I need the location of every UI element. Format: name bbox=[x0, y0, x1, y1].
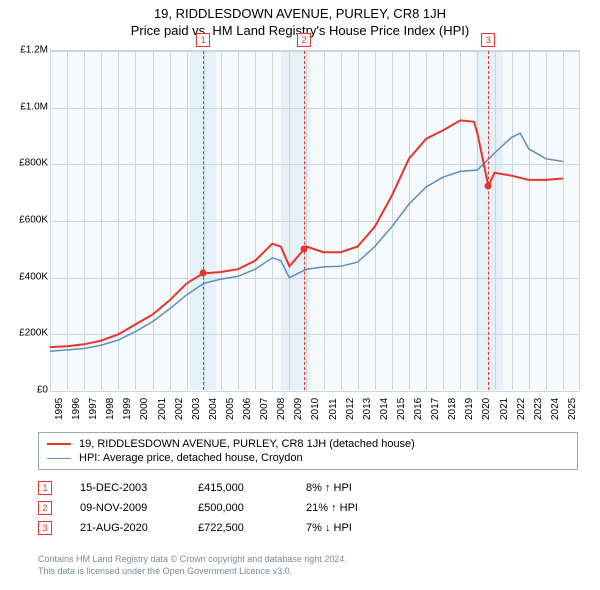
transaction-date: 15-DEC-2003 bbox=[80, 482, 170, 494]
x-axis-label: 2018 bbox=[447, 398, 458, 420]
x-axis-label: 1999 bbox=[122, 398, 133, 420]
table-row: 1 15-DEC-2003 £415,000 8% ↑ HPI bbox=[38, 478, 386, 498]
legend-label: HPI: Average price, detached house, Croy… bbox=[79, 452, 303, 464]
legend: 19, RIDDLESDOWN AVENUE, PURLEY, CR8 1JH … bbox=[38, 432, 578, 470]
x-axis-label: 2023 bbox=[533, 398, 544, 420]
x-axis-label: 2024 bbox=[550, 398, 561, 420]
footer-line: Contains HM Land Registry data © Crown c… bbox=[38, 554, 347, 566]
x-axis-label: 2002 bbox=[174, 398, 185, 420]
x-axis-label: 2021 bbox=[499, 398, 510, 420]
y-axis-label: £0 bbox=[4, 385, 48, 396]
y-axis-label: £200K bbox=[4, 328, 48, 339]
chart-container: 19, RIDDLESDOWN AVENUE, PURLEY, CR8 1JH … bbox=[0, 0, 600, 590]
x-axis-label: 2009 bbox=[293, 398, 304, 420]
x-axis-label: 2003 bbox=[191, 398, 202, 420]
x-axis-label: 1998 bbox=[105, 398, 116, 420]
chart-marker-label: 1 bbox=[196, 33, 210, 47]
x-axis-label: 2020 bbox=[481, 398, 492, 420]
series-line-hpi bbox=[50, 133, 563, 351]
x-axis-label: 2012 bbox=[345, 398, 356, 420]
x-axis-label: 2006 bbox=[242, 398, 253, 420]
legend-swatch bbox=[47, 458, 71, 459]
y-axis-label: £600K bbox=[4, 215, 48, 226]
transaction-price: £415,000 bbox=[198, 482, 278, 494]
transaction-table: 1 15-DEC-2003 £415,000 8% ↑ HPI 2 09-NOV… bbox=[38, 478, 386, 538]
x-axis-label: 2007 bbox=[259, 398, 270, 420]
table-row: 3 21-AUG-2020 £722,500 7% ↓ HPI bbox=[38, 518, 386, 538]
y-axis-label: £1.2M bbox=[4, 45, 48, 56]
chart-plot-area: 123 bbox=[50, 50, 580, 390]
x-axis-label: 2010 bbox=[310, 398, 321, 420]
transaction-date: 21-AUG-2020 bbox=[80, 522, 170, 534]
x-axis-label: 2011 bbox=[328, 398, 339, 420]
transaction-relative: 7% ↓ HPI bbox=[306, 522, 386, 534]
transaction-marker: 3 bbox=[38, 521, 52, 535]
x-axis-label: 1995 bbox=[54, 398, 65, 420]
x-axis-label: 2000 bbox=[139, 398, 150, 420]
transaction-date: 09-NOV-2009 bbox=[80, 502, 170, 514]
chart-marker-label: 2 bbox=[297, 33, 311, 47]
x-axis-label: 2016 bbox=[413, 398, 424, 420]
legend-swatch bbox=[47, 443, 71, 445]
x-axis-label: 2025 bbox=[567, 398, 578, 420]
footer-line: This data is licensed under the Open Gov… bbox=[38, 566, 347, 578]
y-axis-label: £1.0M bbox=[4, 101, 48, 112]
x-axis-label: 2001 bbox=[157, 398, 168, 420]
legend-row: HPI: Average price, detached house, Croy… bbox=[47, 451, 569, 465]
transaction-relative: 21% ↑ HPI bbox=[306, 502, 386, 514]
transaction-marker: 1 bbox=[38, 481, 52, 495]
series-line-property bbox=[50, 120, 563, 347]
legend-label: 19, RIDDLESDOWN AVENUE, PURLEY, CR8 1JH … bbox=[79, 438, 415, 450]
chart-lines-svg bbox=[50, 51, 579, 390]
x-axis-label: 2008 bbox=[276, 398, 287, 420]
transaction-relative: 8% ↑ HPI bbox=[306, 482, 386, 494]
chart-marker-label: 3 bbox=[481, 33, 495, 47]
chart-marker-dot bbox=[301, 246, 308, 253]
legend-row: 19, RIDDLESDOWN AVENUE, PURLEY, CR8 1JH … bbox=[47, 437, 569, 451]
x-axis-label: 2005 bbox=[225, 398, 236, 420]
transaction-marker: 2 bbox=[38, 501, 52, 515]
x-axis-label: 2014 bbox=[379, 398, 390, 420]
footer-attribution: Contains HM Land Registry data © Crown c… bbox=[38, 554, 347, 577]
chart-title: 19, RIDDLESDOWN AVENUE, PURLEY, CR8 1JH bbox=[0, 0, 600, 21]
x-axis-label: 2017 bbox=[430, 398, 441, 420]
x-axis-label: 2022 bbox=[516, 398, 527, 420]
x-axis-label: 2015 bbox=[396, 398, 407, 420]
chart-marker-dot bbox=[485, 183, 492, 190]
chart-marker-dot bbox=[200, 270, 207, 277]
x-axis-label: 2004 bbox=[208, 398, 219, 420]
x-axis-label: 1997 bbox=[88, 398, 99, 420]
x-axis-label: 2019 bbox=[464, 398, 475, 420]
transaction-price: £500,000 bbox=[198, 502, 278, 514]
table-row: 2 09-NOV-2009 £500,000 21% ↑ HPI bbox=[38, 498, 386, 518]
y-axis-label: £400K bbox=[4, 271, 48, 282]
x-axis-label: 1996 bbox=[71, 398, 82, 420]
y-axis-label: £800K bbox=[4, 158, 48, 169]
transaction-price: £722,500 bbox=[198, 522, 278, 534]
x-axis-label: 2013 bbox=[362, 398, 373, 420]
